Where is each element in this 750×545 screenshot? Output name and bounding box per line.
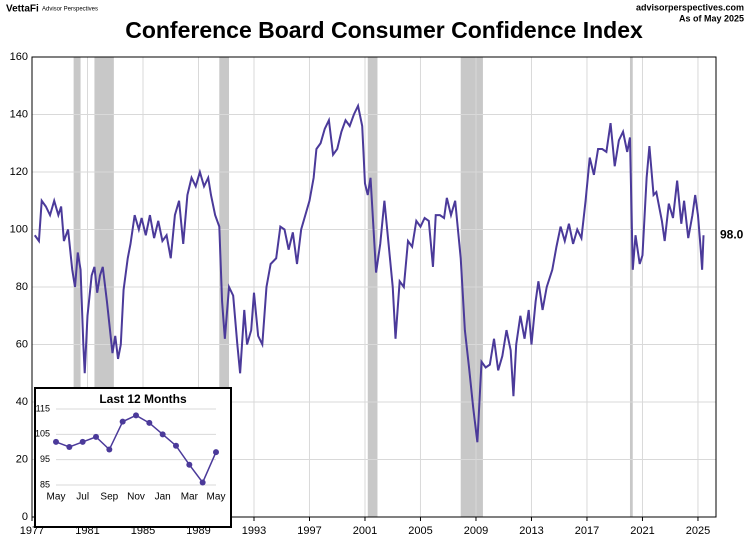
series-line — [33, 102, 705, 443]
chart-title: Conference Board Consumer Confidence Ind… — [125, 17, 643, 43]
y-tick-label: 95 — [40, 454, 50, 464]
x-tick-label: May — [47, 492, 66, 503]
y-tick-label: 0 — [22, 511, 28, 523]
point — [213, 449, 219, 456]
y-tick-label: 40 — [16, 396, 28, 408]
x-tick-label: Sep — [100, 492, 118, 503]
point — [53, 438, 59, 445]
point — [93, 433, 99, 440]
point — [119, 418, 126, 425]
brand-sub: Advisor Perspectives — [42, 7, 98, 13]
x-tick-label: 2017 — [575, 525, 599, 537]
plot-frame — [31, 56, 717, 518]
y-tick-label: 140 — [10, 108, 28, 120]
x-tick-label: 2009 — [464, 525, 488, 537]
y-tick-label: 60 — [16, 338, 28, 350]
point — [199, 479, 206, 486]
x-tick-label: May — [207, 492, 226, 503]
y-tick-label: 100 — [10, 223, 28, 235]
point — [66, 444, 73, 450]
x-tick-label: Jul — [76, 492, 89, 503]
point — [133, 412, 139, 419]
x-tick-label: 2005 — [408, 525, 432, 537]
x-tick-label: 2013 — [519, 525, 543, 537]
end-label: 98.0 — [720, 227, 744, 241]
y-tick-label: 120 — [10, 166, 28, 178]
inset-frame — [34, 387, 232, 528]
brand: VettaFi — [6, 4, 39, 15]
y-tick-label: 20 — [16, 453, 28, 465]
point — [186, 461, 193, 468]
site: advisorperspectives.com — [636, 2, 744, 12]
y-tick-label: 160 — [10, 51, 28, 63]
point — [173, 442, 179, 449]
y-tick-label: 80 — [16, 281, 28, 293]
point — [79, 438, 86, 445]
x-tick-label: Nov — [127, 492, 145, 503]
y-tick-label: 115 — [36, 403, 50, 413]
point — [146, 419, 153, 426]
point — [106, 446, 113, 453]
x-tick-label: Jan — [155, 492, 171, 503]
x-tick-label: 1997 — [297, 525, 321, 537]
x-tick-label: Mar — [181, 492, 199, 503]
x-tick-label: 2021 — [630, 525, 654, 537]
inset-title: Last 12 Months — [99, 392, 187, 406]
y-tick-label: 85 — [40, 479, 50, 489]
point — [159, 431, 166, 438]
x-tick-label: 2001 — [353, 525, 377, 537]
x-tick-label: 2025 — [686, 525, 710, 537]
as-of: As of May 2025 — [679, 13, 744, 23]
y-tick-label: 105 — [35, 429, 50, 439]
x-tick-label: 1993 — [242, 525, 266, 537]
